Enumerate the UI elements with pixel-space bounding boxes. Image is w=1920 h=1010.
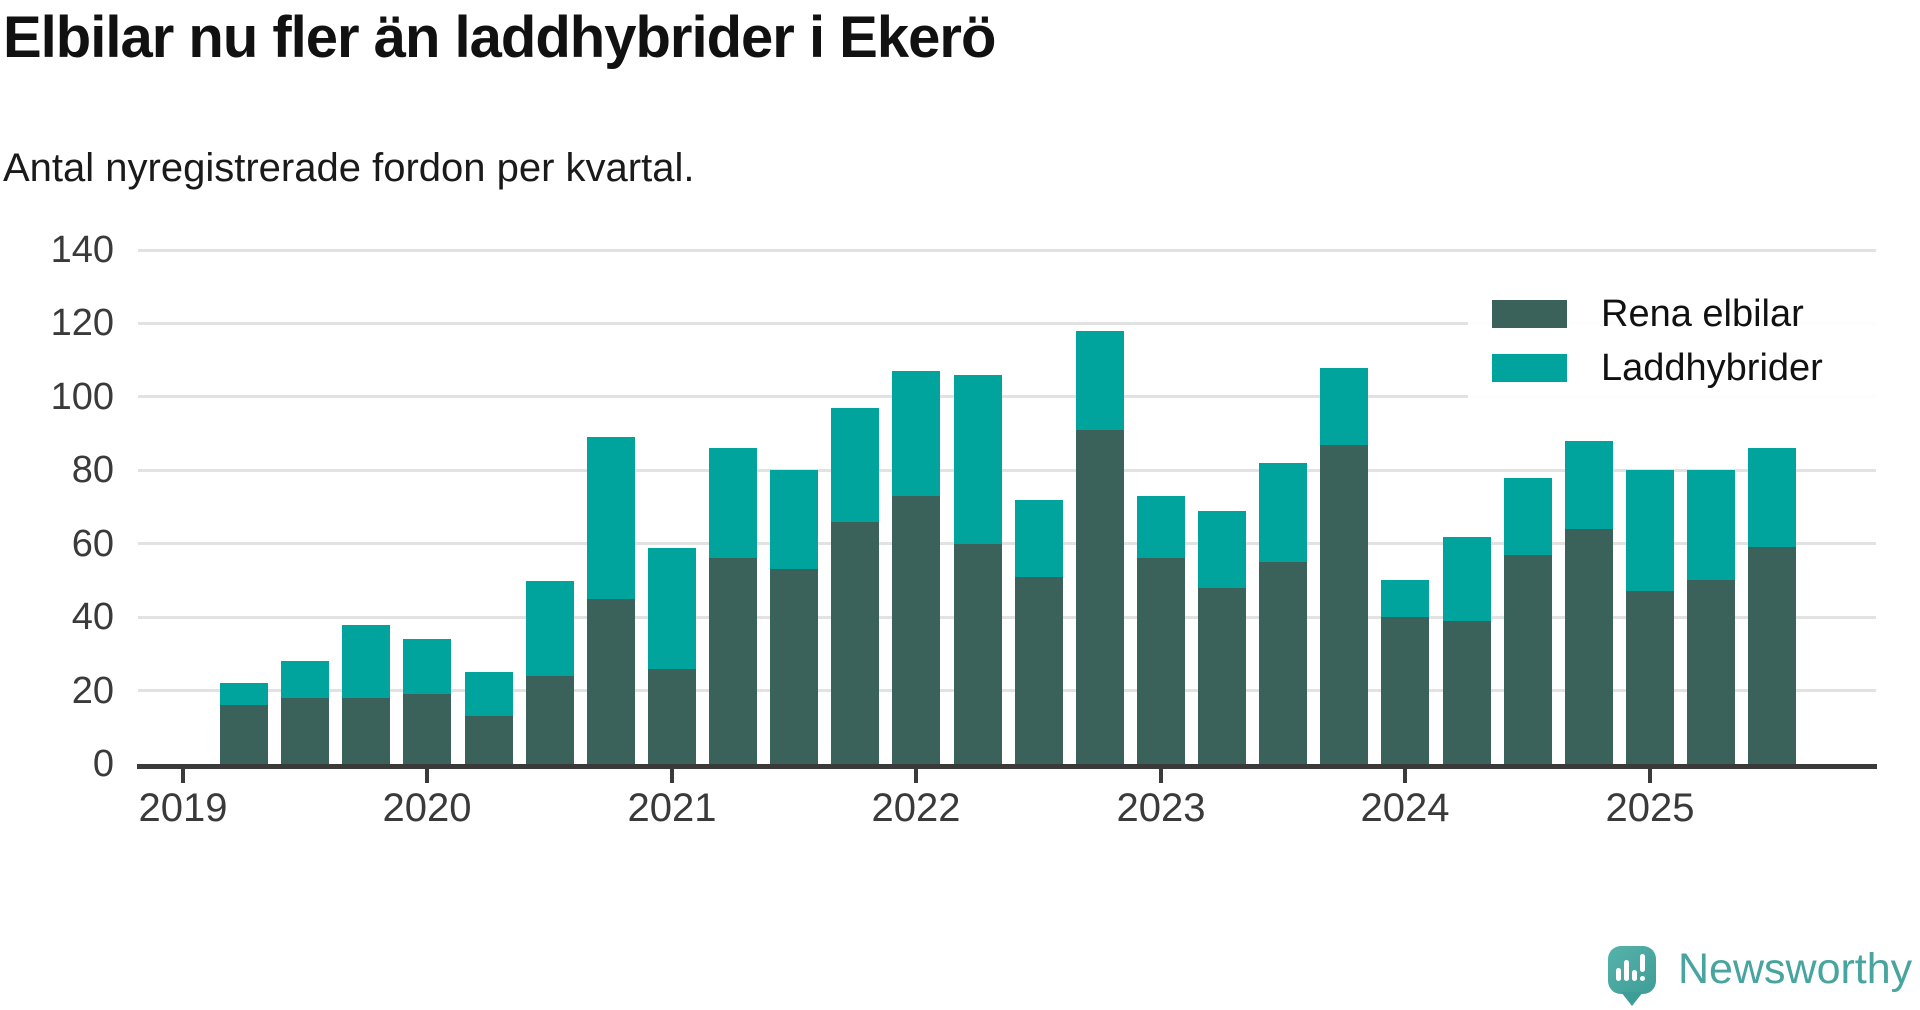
gridline-100 (138, 395, 1876, 399)
gridline-80 (138, 468, 1876, 472)
bar-electric-2023-K3 (1259, 562, 1307, 764)
bar-electric-2023-K2 (1198, 588, 1246, 764)
bar-electric-2019-K2 (220, 705, 268, 764)
bar-hybrid-2022-K4 (1076, 331, 1124, 430)
bar-hybrid-2019-K4 (342, 625, 390, 698)
bar-electric-2024-K3 (1504, 555, 1552, 764)
bar-hybrid-2019-K3 (281, 661, 329, 698)
newsworthy-logo: Newsworthy (1608, 944, 1918, 1010)
bar-electric-2025-K2 (1687, 580, 1735, 764)
x-axis-tick-2021 (670, 769, 674, 783)
logo-speech-bubble-icon (1608, 946, 1656, 994)
x-axis-tick-2025 (1648, 769, 1652, 783)
bar-hybrid-2023-K1 (1137, 496, 1185, 558)
bar-hybrid-2023-K4 (1320, 368, 1368, 445)
bar-hybrid-2023-K3 (1259, 463, 1307, 562)
bar-hybrid-2021-K1 (648, 548, 696, 669)
x-axis-label-2021: 2021 (627, 786, 717, 830)
bar-electric-2022-K4 (1076, 430, 1124, 764)
plot-area (137, 248, 1877, 764)
y-axis-label-100: 100 (50, 375, 114, 418)
bar-electric-2020-K3 (526, 676, 574, 764)
gridline-120 (138, 321, 1876, 325)
bar-hybrid-2024-K3 (1504, 478, 1552, 555)
y-axis-label-80: 80 (71, 449, 114, 492)
x-axis-tick-2020 (425, 769, 429, 783)
gridline-20 (138, 689, 1876, 693)
bar-electric-2021-K3 (770, 569, 818, 764)
logo-text: Newsworthy (1678, 945, 1913, 993)
bar-hybrid-2020-K2 (465, 672, 513, 716)
bar-hybrid-2021-K4 (831, 408, 879, 522)
y-axis-label-140: 140 (50, 229, 114, 271)
y-axis-label-20: 20 (71, 669, 114, 712)
y-axis-label-60: 60 (71, 522, 114, 565)
x-axis-tick-2019 (181, 769, 185, 783)
bar-electric-2021-K2 (709, 558, 757, 764)
bar-electric-2024-K4 (1565, 529, 1613, 764)
bar-hybrid-2024-K1 (1381, 580, 1429, 617)
x-axis-label-2025: 2025 (1605, 786, 1695, 830)
legend: Rena elbilar Laddhybrider (1468, 270, 1888, 402)
bar-hybrid-2022-K2 (954, 375, 1002, 544)
y-axis-label-120: 120 (50, 302, 114, 345)
bar-electric-2021-K1 (648, 669, 696, 764)
x-axis-label-2020: 2020 (382, 786, 472, 830)
bar-hybrid-2024-K2 (1443, 537, 1491, 621)
chart-subtitle: Antal nyregistrerade fordon per kvartal. (3, 146, 695, 190)
bar-electric-2024-K1 (1381, 617, 1429, 764)
bar-electric-2024-K2 (1443, 621, 1491, 764)
bar-hybrid-2020-K3 (526, 581, 574, 676)
x-axis-label-2022: 2022 (871, 786, 961, 830)
bar-electric-2019-K4 (342, 698, 390, 764)
bar-hybrid-2022-K3 (1015, 500, 1063, 577)
legend-swatch-hybrid (1492, 354, 1567, 382)
bar-electric-2020-K2 (465, 716, 513, 764)
bar-hybrid-2024-K4 (1565, 441, 1613, 529)
x-axis-tick-2023 (1159, 769, 1163, 783)
bar-hybrid-2025-K1 (1626, 470, 1674, 591)
bar-hybrid-2020-K4 (587, 437, 635, 599)
bar-electric-2021-K4 (831, 522, 879, 764)
bar-electric-2022-K3 (1015, 577, 1063, 764)
bar-hybrid-2021-K2 (709, 448, 757, 558)
bar-hybrid-2019-K2 (220, 683, 268, 705)
legend-label-electric: Rena elbilar (1601, 292, 1804, 335)
x-axis-label-2019: 2019 (138, 786, 228, 830)
chart-title: Elbilar nu fler än laddhybrider i Ekerö (3, 5, 996, 70)
bar-electric-2025-K3 (1748, 547, 1796, 764)
y-axis-label-0: 0 (92, 743, 114, 785)
bar-hybrid-2025-K3 (1748, 448, 1796, 547)
x-axis-tick-2024 (1403, 769, 1407, 783)
bar-electric-2023-K1 (1137, 558, 1185, 764)
x-axis-label-2023: 2023 (1116, 786, 1206, 830)
logo-bubble-tail (1621, 992, 1643, 1006)
bar-electric-2022-K1 (892, 496, 940, 764)
x-axis-label-2024: 2024 (1360, 786, 1450, 830)
bar-hybrid-2020-K1 (403, 639, 451, 694)
bar-hybrid-2023-K2 (1198, 511, 1246, 588)
legend-swatch-electric (1492, 300, 1567, 328)
bar-electric-2022-K2 (954, 544, 1002, 764)
gridline-140 (138, 248, 1876, 252)
bar-hybrid-2022-K1 (892, 371, 940, 496)
legend-label-hybrid: Laddhybrider (1601, 346, 1823, 389)
bar-hybrid-2021-K3 (770, 470, 818, 569)
bar-electric-2020-K4 (587, 599, 635, 764)
x-axis-tick-2022 (914, 769, 918, 783)
legend-item-hybrid: Laddhybrider (1492, 346, 1888, 389)
x-axis-line (137, 764, 1877, 769)
legend-item-electric: Rena elbilar (1492, 292, 1888, 335)
y-axis-label-40: 40 (71, 596, 114, 639)
bar-electric-2023-K4 (1320, 445, 1368, 764)
gridline-40 (138, 615, 1876, 619)
bar-electric-2025-K1 (1626, 591, 1674, 764)
gridline-60 (138, 542, 1876, 546)
bar-hybrid-2025-K2 (1687, 470, 1735, 580)
bar-electric-2019-K3 (281, 698, 329, 764)
bar-electric-2020-K1 (403, 694, 451, 764)
